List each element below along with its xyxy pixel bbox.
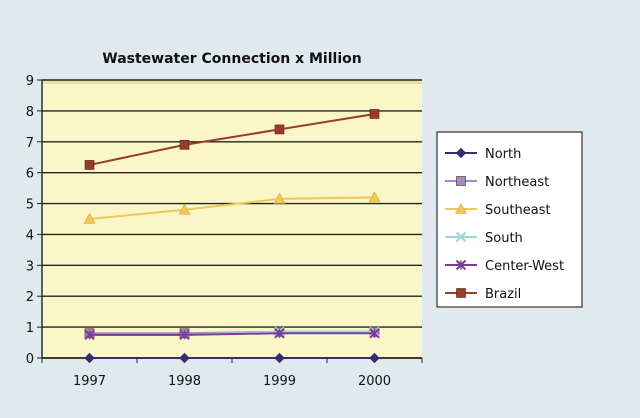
legend-label: Brazil: [485, 287, 521, 302]
data-point-center-west: [84, 329, 95, 341]
x-tick-label: 1998: [168, 374, 201, 389]
plot-top-edge: [42, 80, 422, 84]
data-point-brazil: [369, 109, 380, 119]
series-brazil: [84, 109, 380, 170]
series-north: [84, 352, 380, 364]
y-tick-label: 7: [26, 136, 34, 151]
y-tick-label: 9: [26, 74, 34, 89]
series-southeast: [83, 191, 381, 224]
legend-item-center-west: Center-West: [445, 259, 564, 274]
y-tick-label: 5: [26, 198, 34, 213]
legend-marker: [455, 231, 467, 243]
chart-title: Wastewater Connection x Million: [102, 51, 361, 67]
legend-label: Southeast: [485, 203, 551, 218]
legend-label: Northeast: [485, 175, 549, 190]
y-tick-label: 0: [26, 352, 34, 367]
legend-marker: [456, 288, 466, 298]
x-tick-label: 1999: [263, 374, 296, 389]
y-tick-label: 3: [26, 259, 34, 274]
data-point-southeast: [83, 212, 96, 224]
data-point-brazil: [274, 124, 285, 135]
x-tick-label: 1997: [73, 374, 106, 389]
data-point-brazil: [179, 140, 190, 150]
series-center-west: [84, 328, 380, 341]
data-point-north: [179, 352, 190, 364]
data-point-brazil: [84, 160, 95, 170]
data-point-southeast: [178, 203, 191, 215]
legend-label: North: [485, 147, 521, 162]
data-point-center-west: [179, 329, 190, 341]
legend-marker-stroke: [455, 231, 467, 243]
series-line-center-west: [89, 332, 375, 336]
y-tick-label: 4: [26, 228, 34, 243]
legend-item-southeast: Southeast: [445, 202, 551, 218]
y-tick-label: 2: [26, 290, 34, 305]
legend-marker: [456, 176, 466, 186]
legend-item-northeast: Northeast: [445, 175, 549, 190]
y-tick-label: 8: [26, 105, 34, 120]
data-point-southeast: [273, 192, 286, 204]
legend-marker: [454, 202, 468, 214]
legend-box: [436, 131, 583, 308]
legend-label: South: [485, 231, 523, 246]
series-line-brazil: [89, 112, 375, 166]
y-tick-label: 6: [26, 167, 34, 182]
legend-item-south: South: [445, 231, 523, 246]
y-tick-label: 1: [26, 321, 34, 336]
legend: North Northeast Southeast South Center-West B…: [436, 131, 583, 308]
data-point-southeast: [368, 191, 381, 203]
data-point-center-west: [274, 328, 285, 339]
legend-marker: [455, 147, 467, 159]
legend-item-north: North: [445, 147, 521, 162]
legend-marker: [455, 259, 467, 271]
data-point-north: [84, 352, 95, 364]
legend-item-brazil: Brazil: [445, 287, 521, 302]
legend-label: Center-West: [485, 259, 564, 274]
plot-background: [42, 80, 422, 358]
data-point-north: [274, 352, 285, 364]
x-tick-label: 2000: [358, 374, 391, 389]
series-line-southeast: [89, 196, 375, 220]
plot-area: 0 1 2 3 4 5 6 7 8 9 1997 1998 1999 2000: [26, 74, 423, 389]
data-point-north: [369, 352, 380, 364]
data-point-center-west: [369, 328, 380, 339]
